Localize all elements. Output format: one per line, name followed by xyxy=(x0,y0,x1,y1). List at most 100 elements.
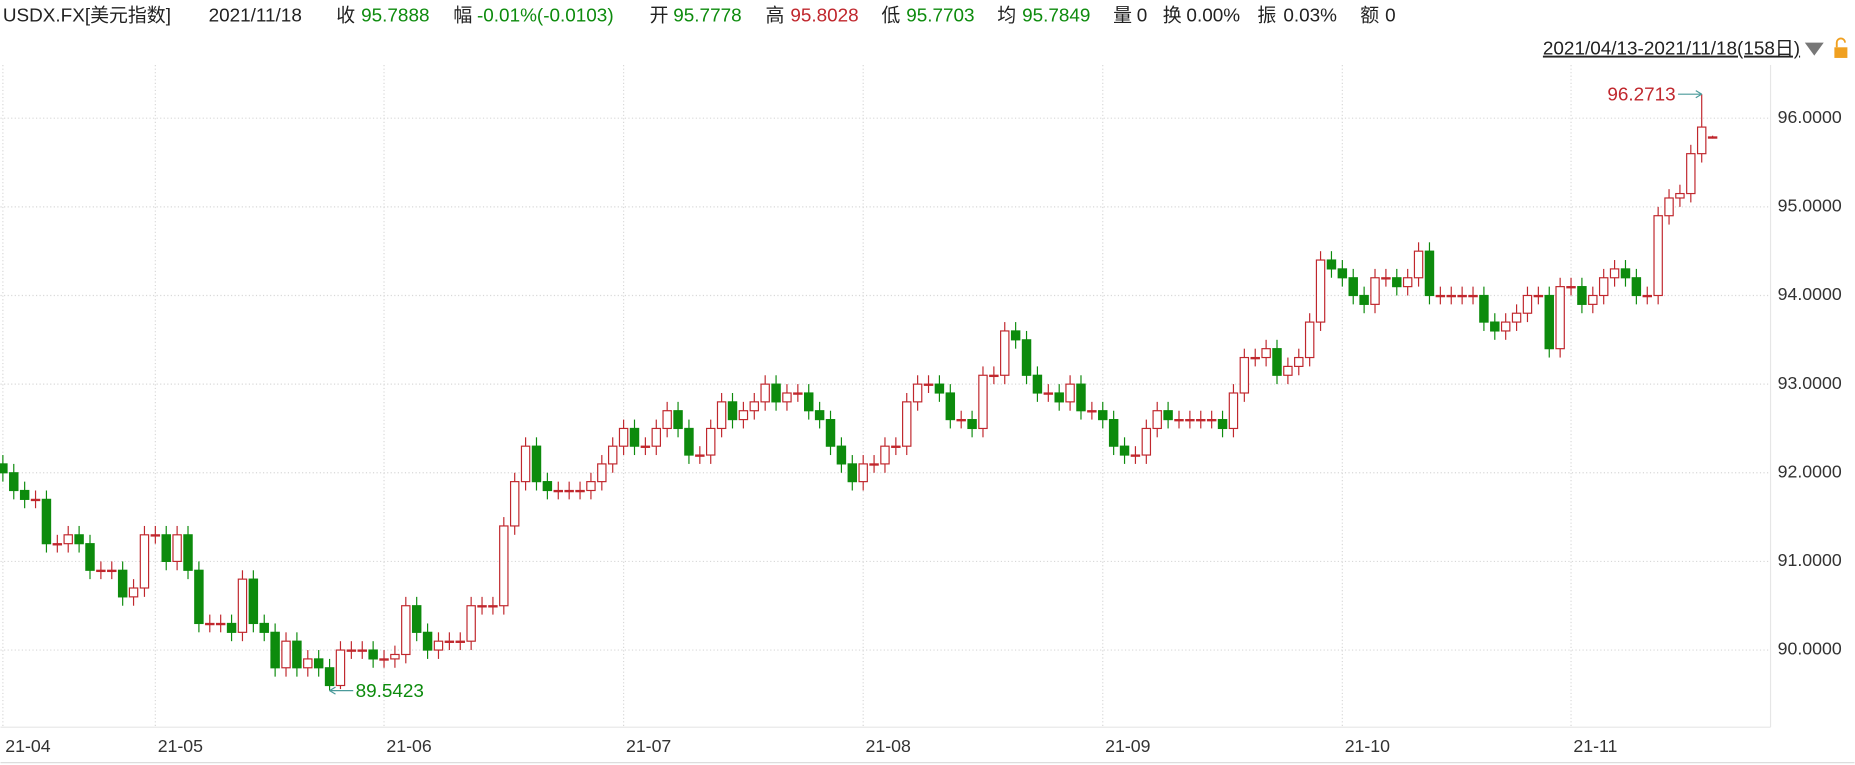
candle-body xyxy=(564,489,574,493)
field-label: 开 xyxy=(650,6,669,27)
candle-body xyxy=(1032,374,1043,394)
candle-body xyxy=(1446,294,1456,298)
dropdown-arrow[interactable] xyxy=(1804,42,1824,56)
symbol: USDX.FX[美元指数] xyxy=(3,5,171,27)
candle-body xyxy=(1588,294,1598,305)
candle-body xyxy=(684,427,694,456)
candle-body xyxy=(281,640,291,669)
candle-body xyxy=(1239,356,1250,394)
field-value: 95.7849 xyxy=(1022,6,1090,27)
candle-body xyxy=(716,401,727,430)
candle-body xyxy=(509,481,520,527)
candle-body xyxy=(520,445,531,483)
header: USDX.FX[美元指数] 2021/11/18 收 95.7888 幅 -0.… xyxy=(3,5,1396,27)
field-value: -0.01%(-0.0103) xyxy=(477,6,614,27)
candle-body xyxy=(74,534,84,545)
candle-body xyxy=(1141,427,1152,456)
candle-body xyxy=(194,569,204,625)
range-selector[interactable]: 2021/04/13-2021/11/18(158日) xyxy=(1543,39,1800,60)
candle-body xyxy=(1304,321,1315,359)
field-label: 均 xyxy=(997,5,1016,27)
lock-body xyxy=(1834,47,1848,58)
annotation-arrowhead xyxy=(1695,90,1703,99)
x-tick-label: 21-07 xyxy=(626,736,671,756)
candle-body xyxy=(1108,418,1119,447)
candle-body xyxy=(891,445,901,448)
candle-body xyxy=(1152,410,1162,430)
candle-body xyxy=(1675,192,1685,199)
x-tick-label: 21-04 xyxy=(5,736,50,756)
candle-body xyxy=(1653,215,1663,297)
candle-body xyxy=(1163,410,1173,421)
field-label: 量 xyxy=(1113,6,1132,27)
candle-body xyxy=(782,392,792,403)
y-tick-label: 91.0000 xyxy=(1778,550,1842,570)
candle-body xyxy=(444,640,455,643)
candle-body xyxy=(1370,277,1380,305)
candle-body xyxy=(1010,330,1021,341)
field-value: 95.7888 xyxy=(361,6,429,27)
lock-icon[interactable] xyxy=(1834,37,1848,58)
candle-body xyxy=(1511,312,1522,323)
candle-body xyxy=(401,605,411,656)
candle-body xyxy=(1598,277,1609,297)
candle-body xyxy=(738,410,749,421)
field-value: 95.7778 xyxy=(673,6,741,27)
field-value: 0.00% xyxy=(1186,6,1240,27)
candle-body xyxy=(618,427,629,447)
x-tick-label: 21-08 xyxy=(866,736,911,756)
candle-body xyxy=(1490,321,1500,332)
candle-body xyxy=(836,445,847,465)
y-tick-label: 95.0000 xyxy=(1778,196,1842,216)
candle-body xyxy=(150,534,161,537)
candle-body xyxy=(1392,277,1402,288)
candle-body xyxy=(1696,126,1707,155)
candle-body xyxy=(324,667,335,687)
field-value: 95.8028 xyxy=(790,6,858,27)
candle-body xyxy=(1424,250,1435,297)
candle-body xyxy=(1577,286,1587,305)
candle-body xyxy=(41,498,52,545)
candle-body xyxy=(1326,259,1337,270)
candle-body xyxy=(117,569,128,598)
candle-body xyxy=(978,374,988,430)
candle-body xyxy=(107,569,117,573)
candle-body xyxy=(880,445,890,465)
candle-body xyxy=(760,383,770,403)
y-tick-label: 96.0000 xyxy=(1778,107,1842,127)
field-label: 额 xyxy=(1360,5,1379,27)
candle-body xyxy=(1272,348,1282,376)
candle-body xyxy=(313,658,324,669)
candle-body xyxy=(335,649,346,687)
candle-body xyxy=(226,622,237,633)
candle-body xyxy=(771,383,781,403)
candle-body xyxy=(172,534,182,563)
field-value: 0 xyxy=(1385,6,1396,27)
y-tick-label: 90.0000 xyxy=(1778,639,1842,659)
candle-body xyxy=(1468,294,1478,298)
candle-body xyxy=(390,653,400,660)
y-tick-label: 92.0000 xyxy=(1778,461,1842,481)
candle-body xyxy=(967,418,977,430)
candle-body xyxy=(956,418,966,422)
candle-body xyxy=(662,410,672,430)
candle-body xyxy=(749,401,760,412)
candle-body xyxy=(128,587,139,598)
x-tick-label: 21-10 xyxy=(1345,736,1390,756)
y-tick-label: 94.0000 xyxy=(1778,284,1842,304)
x-tick-label: 21-05 xyxy=(158,736,203,756)
candle-body xyxy=(1315,259,1326,323)
candle-body xyxy=(1294,356,1304,367)
candle-body xyxy=(1402,277,1413,288)
candle-body xyxy=(0,463,8,474)
candle-body xyxy=(422,631,433,651)
candle-body xyxy=(923,383,934,386)
candle-body xyxy=(1261,348,1271,359)
candle-body xyxy=(96,569,106,573)
candle-body xyxy=(368,649,378,660)
candle-body xyxy=(804,392,814,412)
candle-body xyxy=(1620,268,1631,279)
candle-body xyxy=(499,525,509,607)
candle-body xyxy=(793,392,803,395)
